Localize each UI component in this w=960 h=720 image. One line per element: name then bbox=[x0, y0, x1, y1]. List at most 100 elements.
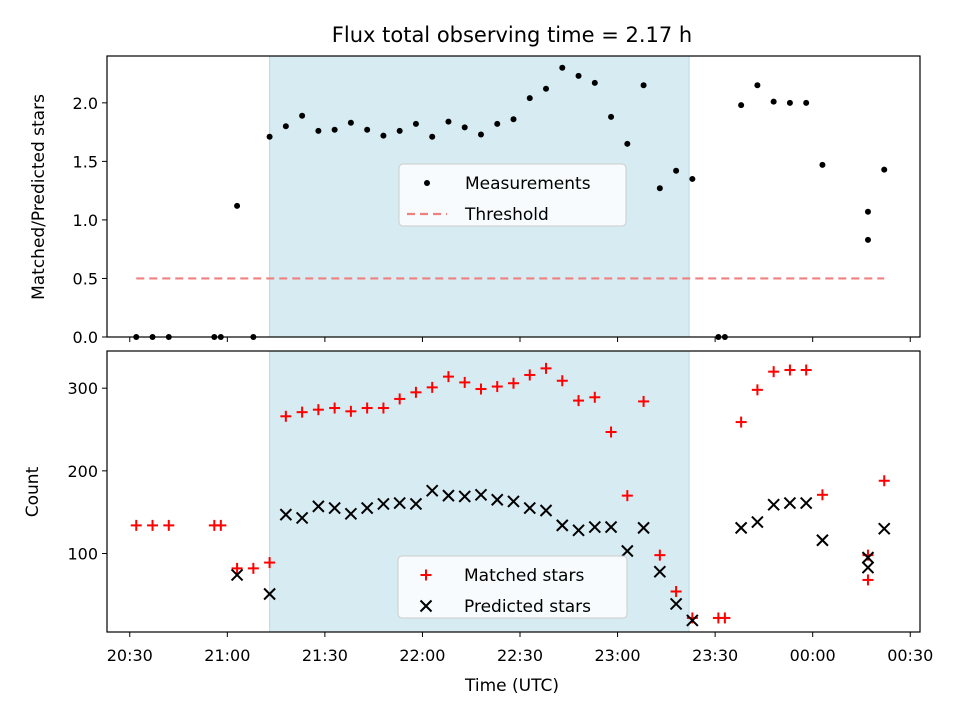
bottom-predicted-stars-point bbox=[878, 522, 891, 535]
top-measurements-point bbox=[543, 85, 550, 92]
bottom-matched-stars-point bbox=[491, 381, 503, 393]
bottom-matched-stars-point bbox=[573, 395, 585, 407]
bottom-predicted-stars-point bbox=[816, 534, 829, 547]
bottom-matched-stars-point bbox=[426, 381, 438, 393]
bottom-matched-stars-point bbox=[130, 519, 142, 531]
bottom-predicted-stars-point bbox=[491, 493, 504, 506]
bottom-predicted-stars-point bbox=[686, 614, 699, 627]
bottom-matched-stars-point bbox=[862, 574, 874, 586]
bottom-legend bbox=[397, 555, 628, 619]
bottom-matched-stars-point bbox=[540, 362, 552, 374]
top-legend-label: Measurements bbox=[465, 174, 591, 194]
top-ytick-label: 0.5 bbox=[73, 269, 98, 288]
x-axis-label: Time (UTC) bbox=[464, 676, 559, 696]
top-legend bbox=[398, 163, 627, 227]
chart-title: Flux total observing time = 2.17 h bbox=[332, 23, 692, 47]
bottom-predicted-stars-point bbox=[637, 521, 650, 535]
top-measurements-point bbox=[364, 126, 371, 133]
bottom-matched-stars-point bbox=[361, 402, 373, 414]
bottom-predicted-stars-point bbox=[474, 488, 488, 502]
top-measurements-point bbox=[864, 236, 871, 243]
bottom-predicted-stars-point bbox=[230, 568, 244, 582]
bottom-predicted-stars-point bbox=[409, 497, 423, 511]
top-measurements-point bbox=[689, 175, 696, 182]
x-tick-label: 22:00 bbox=[399, 646, 445, 665]
bottom-predicted-stars-point bbox=[263, 587, 276, 601]
top-measurements-point bbox=[738, 102, 745, 109]
bottom-predicted-stars-point bbox=[458, 490, 471, 503]
bottom-matched-stars-point bbox=[768, 366, 780, 378]
top-measurements-point bbox=[754, 82, 761, 89]
bottom-matched-stars-point bbox=[878, 475, 890, 487]
bottom-predicted-stars-point bbox=[507, 495, 520, 508]
top-measurements-point bbox=[881, 166, 888, 173]
top-ytick-label: 0.0 bbox=[73, 328, 98, 347]
top-measurements-point bbox=[803, 99, 810, 106]
x-tick-label: 00:30 bbox=[887, 646, 933, 665]
bottom-matched-stars-point bbox=[475, 383, 487, 395]
bottom-predicted-stars-point bbox=[425, 484, 439, 497]
bottom-panel: 100 200 300 20:30 21:00 21:30 22:00 22:30 23:00 2… bbox=[67, 350, 933, 665]
top-legend-item: Measurements bbox=[424, 174, 591, 194]
bottom-matched-stars-point bbox=[410, 386, 422, 398]
top-legend-marker bbox=[424, 180, 430, 186]
top-measurements-point bbox=[429, 133, 436, 140]
x-tick-label: 00:00 bbox=[790, 646, 836, 665]
bottom-predicted-stars-point bbox=[734, 521, 748, 535]
top-measurements-point bbox=[234, 202, 241, 209]
top-measurements-point bbox=[656, 185, 663, 192]
bottom-matched-stars-point bbox=[312, 404, 324, 416]
top-measurements-point bbox=[526, 95, 533, 102]
top-ytick-label: 1.5 bbox=[73, 152, 98, 171]
bottom-matched-stars-point bbox=[442, 371, 454, 383]
bottom-predicted-stars-point bbox=[360, 501, 374, 515]
bottom-predicted-stars-point bbox=[861, 561, 875, 574]
bottom-ytick-label: 100 bbox=[67, 544, 98, 563]
bottom-matched-stars-point bbox=[264, 557, 276, 569]
bottom-predicted-stars-point bbox=[572, 524, 585, 537]
bottom-predicted-stars-point bbox=[442, 489, 455, 502]
top-measurements-point bbox=[559, 64, 566, 71]
bottom-predicted-stars-point bbox=[539, 504, 553, 517]
bottom-predicted-stars-point bbox=[393, 496, 406, 510]
bottom-matched-stars-point bbox=[459, 376, 471, 388]
bottom-predicted-stars-point bbox=[861, 551, 875, 564]
bottom-predicted-stars-point bbox=[799, 496, 813, 510]
top-legend-item: Threshold bbox=[407, 205, 549, 225]
top-measurements-point bbox=[575, 72, 582, 79]
bottom-legend-label: Matched stars bbox=[464, 566, 584, 586]
bottom-predicted-stars-point bbox=[556, 519, 569, 532]
top-measurements-point bbox=[445, 118, 452, 125]
bottom-matched-stars-point bbox=[605, 426, 617, 438]
top-measurements-point bbox=[347, 119, 354, 126]
bottom-matched-stars-point bbox=[147, 519, 159, 531]
bottom-matched-stars-point bbox=[329, 402, 341, 414]
top-ytick-label: 2.0 bbox=[73, 94, 98, 113]
bottom-matched-stars-point bbox=[296, 406, 308, 418]
bottom-matched-stars-point bbox=[215, 519, 227, 531]
top-measurements-point bbox=[331, 126, 338, 133]
top-measurements-point bbox=[640, 82, 647, 89]
bottom-matched-stars-point bbox=[784, 364, 796, 376]
bottom-legend-label: Predicted stars bbox=[464, 597, 591, 617]
bottom-matched-stars-point bbox=[800, 364, 812, 376]
bottom-predicted-stars-point bbox=[669, 597, 683, 611]
bottom-matched-stars-point bbox=[654, 549, 666, 561]
top-measurements-point bbox=[673, 167, 680, 174]
x-tick-label: 20:30 bbox=[107, 646, 153, 665]
bottom-matched-stars-point bbox=[816, 489, 828, 501]
x-tick-label: 23:00 bbox=[595, 646, 641, 665]
top-measurements-point bbox=[396, 127, 403, 134]
bottom-legend-item: Matched stars bbox=[420, 566, 584, 586]
bottom-predicted-stars-point bbox=[328, 501, 341, 515]
bottom-predicted-stars-point bbox=[377, 497, 390, 511]
bottom-predicted-stars-point bbox=[279, 508, 293, 521]
bottom-matched-stars-point bbox=[719, 612, 731, 624]
bottom-predicted-stars-point bbox=[783, 496, 797, 510]
bottom-matched-stars-point bbox=[231, 562, 243, 574]
bottom-predicted-stars-point bbox=[751, 515, 764, 529]
bottom-predicted-stars-point bbox=[604, 520, 618, 534]
top-measurements-point bbox=[770, 98, 777, 105]
bottom-matched-stars-point bbox=[589, 391, 601, 403]
